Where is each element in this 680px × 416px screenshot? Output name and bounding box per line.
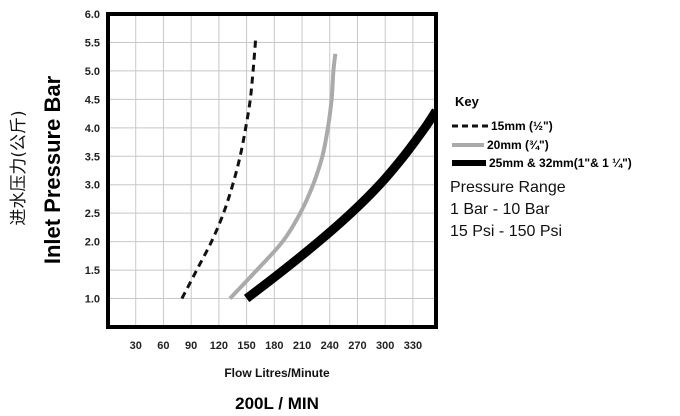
- footer-flow-rate: 200L / MIN: [235, 394, 319, 413]
- y-tick-label: 4.5: [85, 94, 100, 106]
- x-tick-label: 90: [185, 340, 197, 352]
- x-tick-label: 120: [210, 340, 228, 352]
- series-25-32mm-line: [243, 108, 436, 303]
- pressure-range-title: Pressure Range: [450, 179, 566, 196]
- y-axis-ticks: 1.0 1.5 2.0 2.5 3.0 3.5 4.0 4.5 5.0 5.5 6.0: [85, 9, 100, 306]
- y-tick-label: 5.0: [85, 66, 100, 78]
- y-tick-label: 2.5: [85, 208, 100, 220]
- pressure-range-note: Pressure Range 1 Bar - 10 Bar 15 Psi - 1…: [450, 179, 566, 240]
- x-axis-ticks: 30 60 90 120 150 180 210 240 270 300 330: [130, 340, 422, 352]
- x-tick-label: 150: [237, 340, 255, 352]
- y-tick-label: 1.0: [85, 294, 100, 306]
- series-20mm-line: [228, 53, 338, 300]
- x-tick-label: 210: [293, 340, 311, 352]
- pressure-range-bar: 1 Bar - 10 Bar: [450, 201, 550, 218]
- y-tick-label: 4.0: [85, 123, 100, 135]
- legend-entry-20mm: 20mm (¾"): [487, 138, 549, 152]
- y-tick-label: 1.5: [85, 265, 100, 277]
- x-tick-label: 330: [404, 340, 422, 352]
- x-tick-label: 60: [157, 340, 169, 352]
- legend: Key 15mm (½") 20mm (¾") 25mm & 32mm(1"& …: [452, 94, 632, 170]
- legend-title: Key: [455, 94, 480, 109]
- legend-entry-25-32mm: 25mm & 32mm(1"& 1 ¼"): [489, 156, 632, 170]
- y-tick-label: 6.0: [85, 9, 100, 21]
- x-tick-label: 240: [321, 340, 339, 352]
- x-tick-label: 300: [376, 340, 394, 352]
- y-tick-label: 3.5: [85, 151, 100, 163]
- series-15mm-line: [180, 36, 258, 300]
- x-axis-label: Flow Litres/Minute: [224, 366, 330, 380]
- y-tick-label: 2.0: [85, 237, 100, 249]
- y-tick-label: 5.5: [85, 37, 100, 49]
- series-layer: [180, 36, 436, 303]
- x-tick-label: 180: [265, 340, 283, 352]
- plot-area-frame: [106, 12, 438, 329]
- y-axis-label: Inlet Pressure Bar: [40, 75, 65, 264]
- x-tick-label: 30: [130, 340, 142, 352]
- pressure-range-psi: 15 Psi - 150 Psi: [450, 223, 562, 240]
- legend-entry-15mm: 15mm (½"): [491, 119, 553, 133]
- x-tick-label: 270: [348, 340, 366, 352]
- y-axis-label-chinese: 进水压力(公斤): [9, 110, 29, 225]
- y-tick-label: 3.0: [85, 180, 100, 192]
